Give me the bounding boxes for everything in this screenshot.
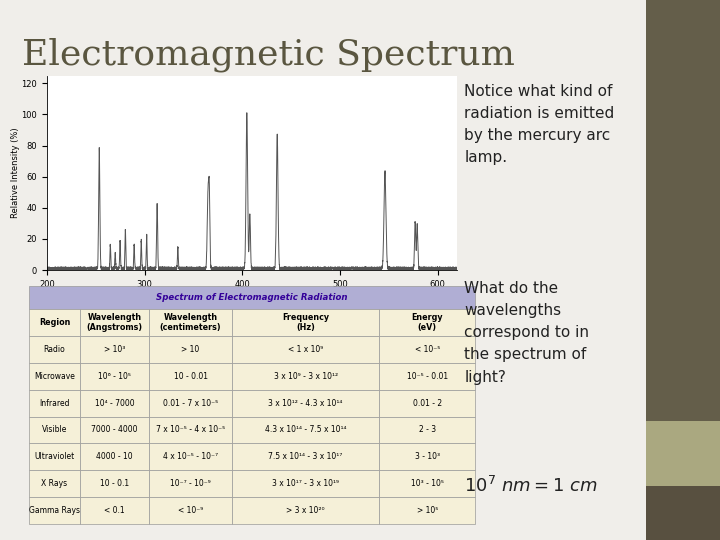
Text: 7000 - 4000: 7000 - 4000 — [91, 426, 138, 435]
Text: 0.01 - 2: 0.01 - 2 — [413, 399, 442, 408]
Bar — [80, 363, 149, 390]
Bar — [646, 0, 720, 421]
Text: 10⁻⁷ - 10⁻⁹: 10⁻⁷ - 10⁻⁹ — [170, 479, 211, 488]
Bar — [149, 363, 232, 390]
Text: 7.5 x 10¹⁴ - 3 x 10¹⁷: 7.5 x 10¹⁴ - 3 x 10¹⁷ — [269, 453, 343, 461]
Bar — [29, 286, 475, 309]
Bar — [80, 336, 149, 363]
Text: 0.01 - 7 x 10⁻⁵: 0.01 - 7 x 10⁻⁵ — [163, 399, 218, 408]
Text: Ultraviolet: Ultraviolet — [35, 453, 75, 461]
Text: Frequency
(Hz): Frequency (Hz) — [282, 313, 329, 332]
Text: 3 - 10³: 3 - 10³ — [415, 453, 440, 461]
Bar — [232, 443, 379, 470]
Text: < 0.1: < 0.1 — [104, 506, 125, 515]
Text: 7 x 10⁻⁵ - 4 x 10⁻⁵: 7 x 10⁻⁵ - 4 x 10⁻⁵ — [156, 426, 225, 435]
Text: $10^7\ nm = 1\ cm$: $10^7\ nm = 1\ cm$ — [464, 476, 598, 496]
Bar — [646, 486, 720, 540]
Text: 10 - 0.01: 10 - 0.01 — [174, 372, 207, 381]
Bar — [379, 390, 475, 416]
Text: < 10⁻⁵: < 10⁻⁵ — [415, 345, 440, 354]
Bar — [379, 470, 475, 497]
Text: Notice what kind of
radiation is emitted
by the mercury arc
lamp.: Notice what kind of radiation is emitted… — [464, 84, 615, 165]
Text: X Rays: X Rays — [42, 479, 68, 488]
Text: Energy
(eV): Energy (eV) — [411, 313, 443, 332]
Bar — [149, 309, 232, 336]
Bar — [149, 443, 232, 470]
Bar — [80, 416, 149, 443]
Text: < 10⁻⁹: < 10⁻⁹ — [178, 506, 203, 515]
Bar — [29, 416, 80, 443]
Text: > 10: > 10 — [181, 345, 199, 354]
Y-axis label: Relative Intensity (%): Relative Intensity (%) — [11, 127, 20, 218]
Bar — [232, 390, 379, 416]
Text: Wavelength
(centimeters): Wavelength (centimeters) — [160, 313, 222, 332]
Text: 10⁶ - 10⁵: 10⁶ - 10⁵ — [98, 372, 131, 381]
Bar — [379, 443, 475, 470]
Bar — [80, 390, 149, 416]
Text: > 3 x 10²⁰: > 3 x 10²⁰ — [287, 506, 325, 515]
Bar — [379, 363, 475, 390]
Bar — [232, 416, 379, 443]
Text: > 10⁵: > 10⁵ — [417, 506, 438, 515]
Bar — [379, 309, 475, 336]
Text: Region: Region — [39, 318, 70, 327]
Text: 3 x 10⁹ - 3 x 10¹²: 3 x 10⁹ - 3 x 10¹² — [274, 372, 338, 381]
Bar — [379, 497, 475, 524]
Bar — [29, 390, 80, 416]
Bar — [232, 470, 379, 497]
Bar — [29, 443, 80, 470]
Bar — [232, 497, 379, 524]
Text: 4 x 10⁻⁵ - 10⁻⁷: 4 x 10⁻⁵ - 10⁻⁷ — [163, 453, 218, 461]
Bar — [80, 470, 149, 497]
Text: < 1 x 10⁹: < 1 x 10⁹ — [288, 345, 323, 354]
Text: Electromagnetic Spectrum: Electromagnetic Spectrum — [22, 38, 515, 72]
Bar — [29, 470, 80, 497]
Bar — [149, 497, 232, 524]
Bar — [646, 421, 720, 486]
Bar — [379, 336, 475, 363]
Text: 10³ - 10⁵: 10³ - 10⁵ — [410, 479, 444, 488]
Bar — [379, 416, 475, 443]
Bar — [80, 309, 149, 336]
Bar — [29, 497, 80, 524]
Text: Microwave: Microwave — [34, 372, 75, 381]
Bar — [149, 416, 232, 443]
Text: 10⁻⁵ - 0.01: 10⁻⁵ - 0.01 — [407, 372, 448, 381]
Bar — [149, 390, 232, 416]
Text: Spectrum of Electromagnetic Radiation: Spectrum of Electromagnetic Radiation — [156, 293, 348, 302]
Bar — [232, 336, 379, 363]
Bar — [80, 443, 149, 470]
Bar — [232, 363, 379, 390]
Text: Visible: Visible — [42, 426, 67, 435]
Text: What do the
wavelengths
correspond to in
the spectrum of
light?: What do the wavelengths correspond to in… — [464, 281, 590, 384]
Text: 10⁴ - 7000: 10⁴ - 7000 — [95, 399, 135, 408]
Bar — [29, 363, 80, 390]
Text: 2 - 3: 2 - 3 — [418, 426, 436, 435]
Bar — [29, 336, 80, 363]
Bar — [232, 309, 379, 336]
Bar — [149, 336, 232, 363]
Text: 4000 - 10: 4000 - 10 — [96, 453, 133, 461]
Text: 3 x 10¹⁷ - 3 x 10¹⁹: 3 x 10¹⁷ - 3 x 10¹⁹ — [272, 479, 339, 488]
Bar — [29, 309, 80, 336]
Bar — [0, 0, 646, 540]
Text: > 10³: > 10³ — [104, 345, 125, 354]
Text: 3 x 10¹² - 4.3 x 10¹⁴: 3 x 10¹² - 4.3 x 10¹⁴ — [269, 399, 343, 408]
Text: Gamma Rays: Gamma Rays — [29, 506, 80, 515]
Text: 4.3 x 10¹⁴ - 7.5 x 10¹⁴: 4.3 x 10¹⁴ - 7.5 x 10¹⁴ — [265, 426, 346, 435]
Text: Wavelength
(Angstroms): Wavelength (Angstroms) — [86, 313, 143, 332]
Text: Infrared: Infrared — [39, 399, 70, 408]
Text: Radio: Radio — [44, 345, 66, 354]
Text: 10 - 0.1: 10 - 0.1 — [100, 479, 130, 488]
X-axis label: Wavelength (nm): Wavelength (nm) — [213, 294, 291, 303]
Bar — [149, 470, 232, 497]
Bar — [80, 497, 149, 524]
